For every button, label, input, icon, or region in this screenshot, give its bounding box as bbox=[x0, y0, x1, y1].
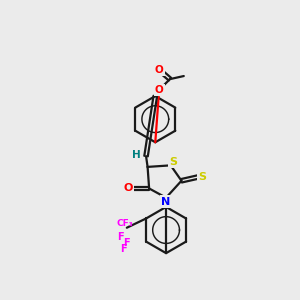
Text: CF₃: CF₃ bbox=[117, 219, 134, 228]
Text: F: F bbox=[124, 238, 130, 248]
Text: F: F bbox=[117, 232, 124, 242]
Text: N: N bbox=[161, 196, 171, 206]
Text: O: O bbox=[124, 184, 133, 194]
Text: O: O bbox=[155, 65, 164, 75]
Text: F: F bbox=[120, 244, 126, 254]
Text: H: H bbox=[132, 150, 141, 160]
Text: O: O bbox=[155, 85, 164, 95]
Text: S: S bbox=[198, 172, 206, 182]
Text: S: S bbox=[169, 157, 177, 166]
